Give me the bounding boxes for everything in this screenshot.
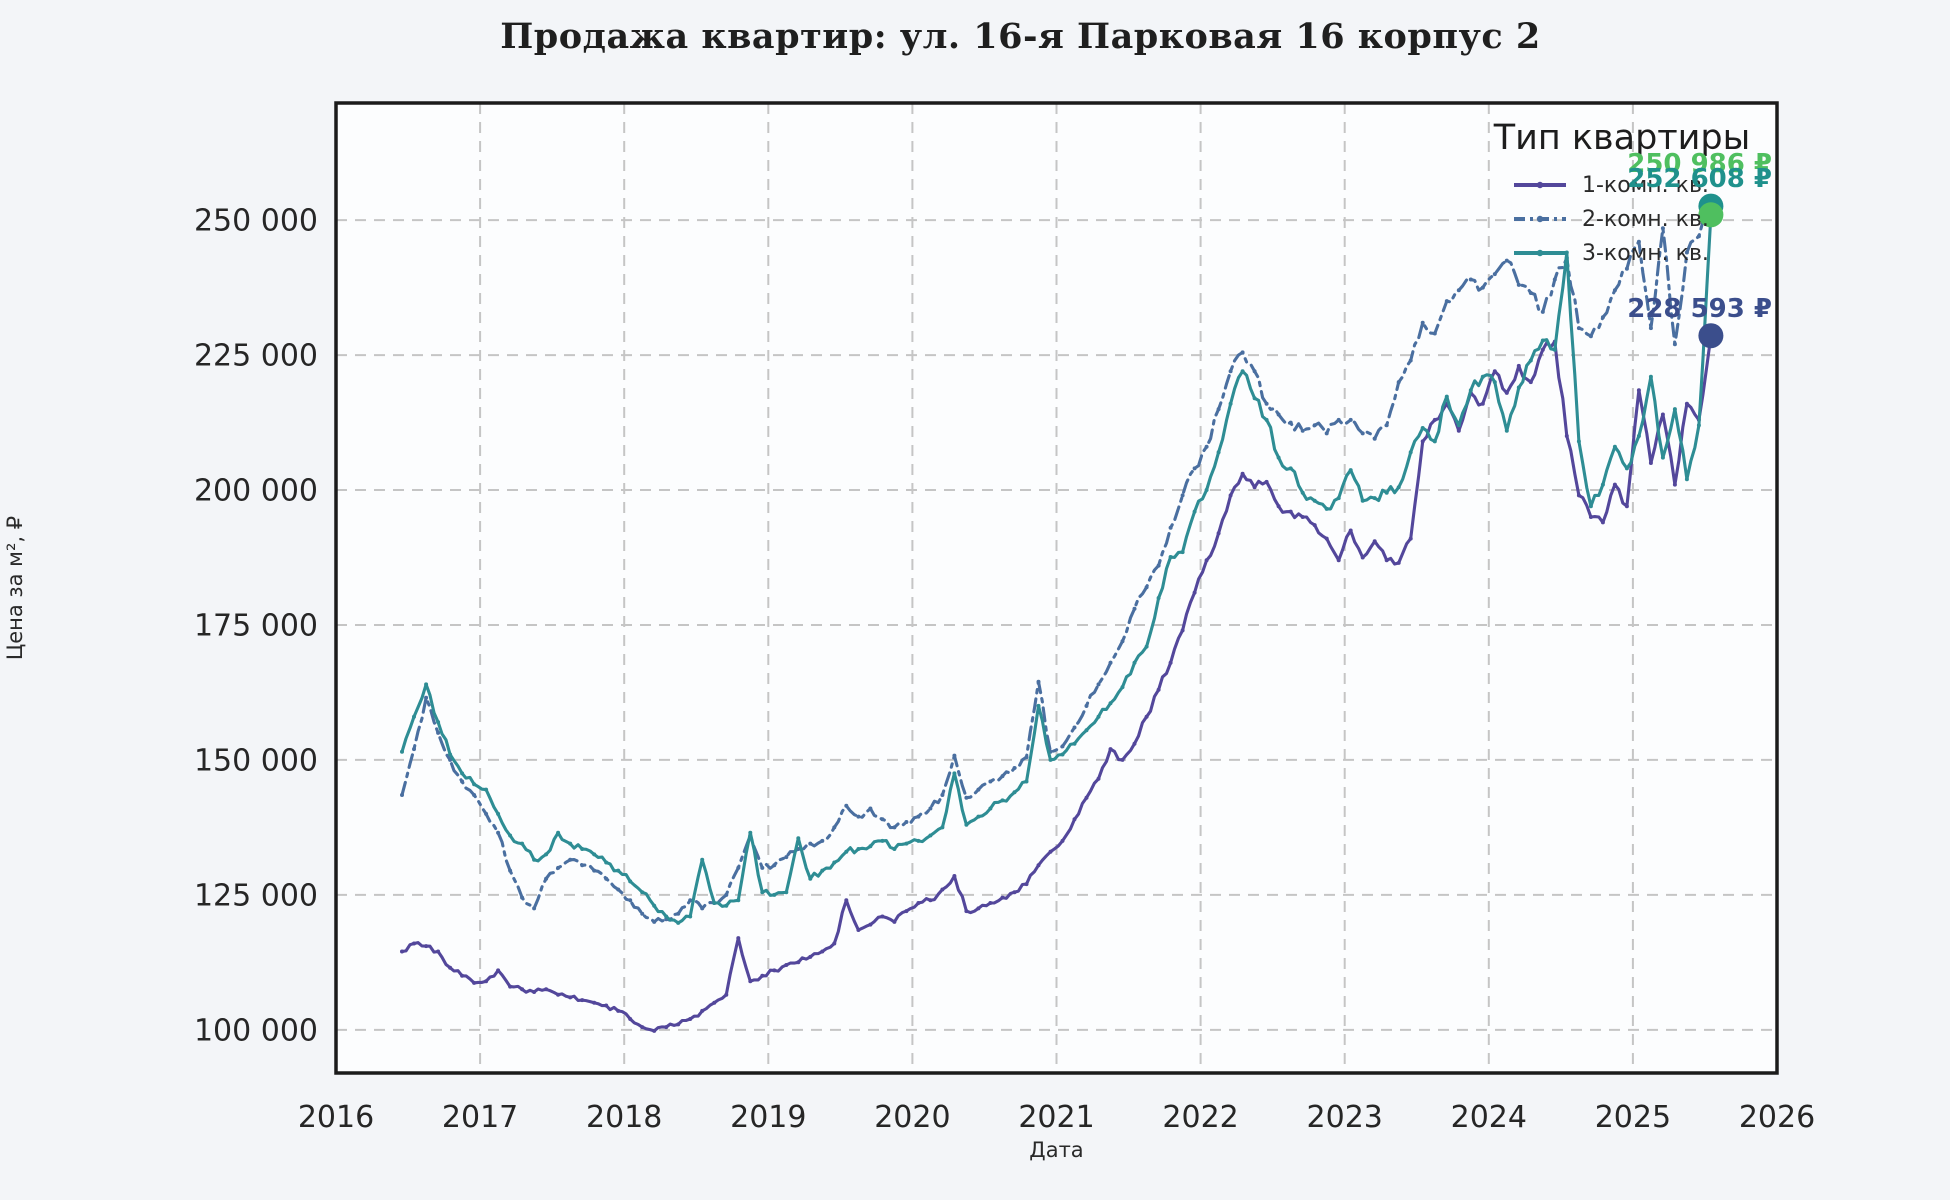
legend-label-1room: 1-комн. кв. [1582,172,1709,198]
series-line-3room [400,213,1713,925]
legend-title: Тип квартиры [1493,118,1751,158]
final-point-1room [1698,323,1724,349]
y-tick-label: 225 000 [194,339,318,374]
x-axis-label: Дата [1029,1138,1084,1162]
series-line-2room [400,204,1713,924]
final-price-label-3room: 250 986 ₽ [1627,149,1772,179]
line-sample-1room-icon [1514,181,1566,189]
y-axis-label: Цена за м², ₽ [3,515,27,661]
chart-title: Продажа квартир: ул. 16-я Парковая 16 ко… [500,16,1541,57]
y-tick-label: 100 000 [194,1013,318,1048]
final-point-3room [1698,202,1724,228]
legend-item-2room: 2-комн. кв. [1462,202,1782,236]
series-line-1room [400,334,1713,1033]
x-tick-labels: 2016 2017 2018 2019 2020 2021 2022 2023 2024 2025… [298,1100,1815,1135]
x-tick-label: 2023 [1307,1100,1383,1135]
series-markers-3room [400,212,1713,925]
y-tick-label: 125 000 [194,878,318,913]
y-tick-labels: 100 000 125 000 150 000 175 000 200 000 225 0… [194,204,318,1049]
plot-border [334,101,1779,1075]
x-tick-label: 2026 [1739,1100,1815,1135]
y-tick-label: 250 000 [194,204,318,239]
legend: Тип квартиры 1-комн. кв. 2-комн. кв. 3-к… [1462,118,1782,270]
legend-label-3room: 3-комн. кв. [1582,240,1709,266]
legend-item-3room: 3-комн. кв. [1462,236,1782,270]
x-tick-label: 2021 [1018,1100,1094,1135]
y-tick-label: 175 000 [194,608,318,643]
y-tick-label: 150 000 [194,743,318,778]
legend-label-2room: 2-комн. кв. [1582,206,1709,232]
series-lines [400,204,1713,1033]
x-tick-label: 2018 [586,1100,662,1135]
final-price-label-2room: 252 608 ₽ [1627,164,1772,194]
legend-item-1room: 1-комн. кв. [1462,168,1782,202]
x-tick-label: 2022 [1162,1100,1238,1135]
x-tick-label: 2025 [1595,1100,1671,1135]
x-tick-label: 2016 [298,1100,374,1135]
final-price-label-1room: 228 593 ₽ [1627,294,1772,324]
x-tick-label: 2017 [442,1100,518,1135]
x-tick-label: 2019 [730,1100,806,1135]
y-tick-label: 200 000 [194,474,318,509]
x-tick-label: 2020 [874,1100,950,1135]
line-sample-3room-icon [1514,249,1566,257]
line-sample-2room-icon [1514,215,1566,223]
x-tick-label: 2024 [1451,1100,1527,1135]
